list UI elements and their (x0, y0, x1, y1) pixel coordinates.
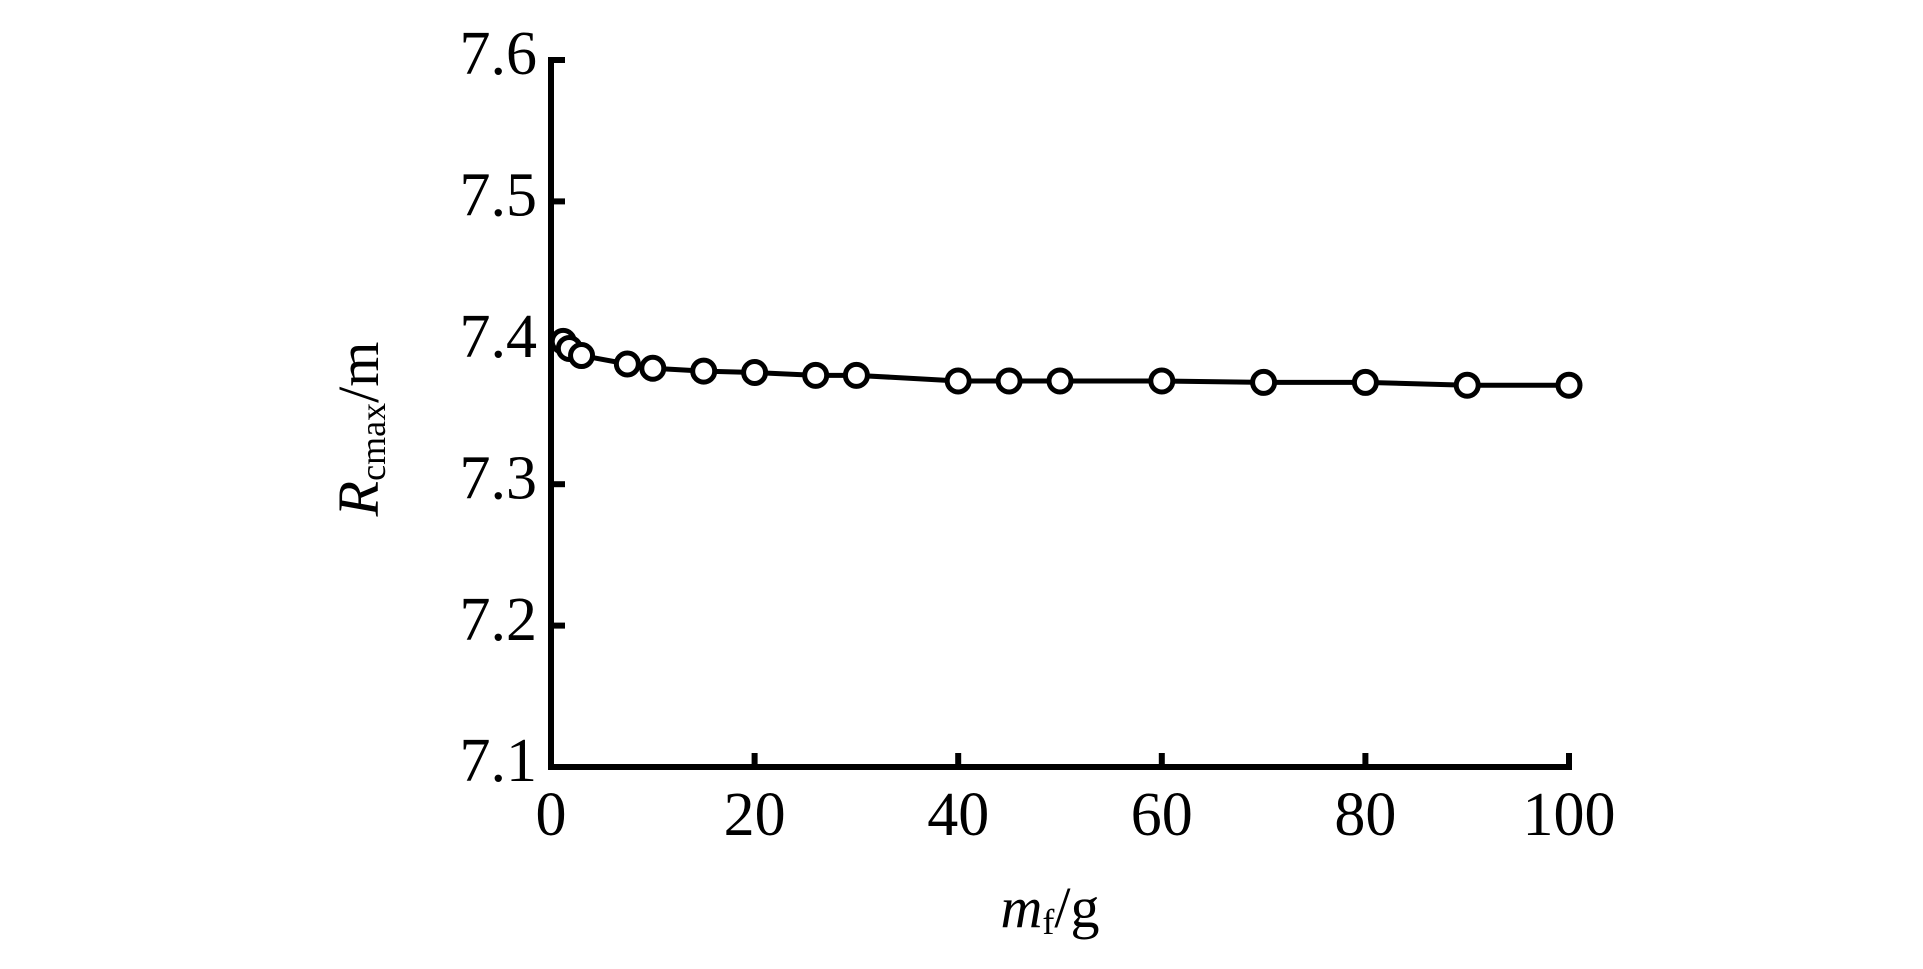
x-tick-label: 80 (1334, 781, 1396, 849)
data-point (613, 350, 641, 378)
y-tick-label: 7.4 (460, 303, 538, 371)
x-tick-label: 100 (1523, 781, 1616, 849)
y-tick-label: 7.1 (460, 727, 538, 795)
y-tick-label: 7.2 (460, 586, 538, 654)
y-label-unit: /m (326, 342, 391, 403)
data-point (1250, 368, 1278, 396)
data-point (1453, 371, 1481, 399)
x-axis-label: mf/g (1000, 875, 1099, 942)
y-label-subscript: cmax (353, 403, 393, 481)
data-point (690, 357, 718, 385)
y-tick-label: 7.5 (460, 162, 538, 230)
x-label-symbol: m (1000, 875, 1042, 940)
x-label-subscript: f (1042, 902, 1054, 942)
data-point (802, 361, 830, 389)
data-point (639, 354, 667, 382)
data-point (1046, 367, 1074, 395)
x-tick-label: 60 (1131, 781, 1193, 849)
data-point (842, 361, 870, 389)
data-point (1351, 368, 1379, 396)
data-point (1148, 367, 1176, 395)
x-tick-label: 0 (536, 781, 567, 849)
data-point (1555, 371, 1583, 399)
x-tick-label: 20 (724, 781, 786, 849)
x-tick-label: 40 (927, 781, 989, 849)
data-point (944, 367, 972, 395)
x-label-unit: /g (1054, 875, 1099, 940)
data-point (741, 358, 769, 386)
y-tick-label: 7.3 (460, 444, 538, 512)
y-label-symbol: R (326, 481, 391, 517)
data-point (995, 367, 1023, 395)
data-point (568, 342, 596, 370)
y-axis-label: Rcmax/m (326, 342, 393, 518)
y-tick-label: 7.6 (460, 20, 538, 88)
